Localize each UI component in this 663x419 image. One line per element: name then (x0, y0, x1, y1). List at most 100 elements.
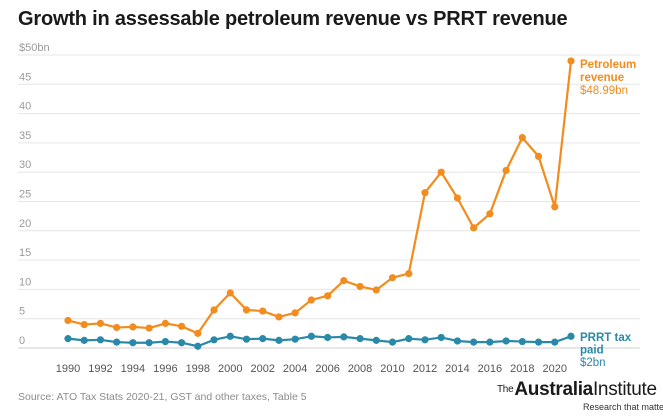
x-tick-label: 1990 (56, 363, 80, 375)
y-tick-label: 0 (19, 335, 25, 347)
data-point (259, 335, 267, 343)
series-value-label: $2bn (580, 357, 606, 369)
data-point (470, 224, 478, 232)
australia-institute-logo: TheAustraliaInstitute Research that matt… (497, 379, 663, 413)
data-point (356, 335, 364, 343)
data-point (259, 307, 267, 315)
data-point (242, 306, 251, 314)
data-point (567, 57, 575, 65)
data-point (129, 339, 137, 347)
data-point (437, 168, 445, 176)
y-tick-label: 25 (19, 189, 31, 201)
data-point (421, 336, 429, 344)
data-point (307, 296, 315, 304)
x-tick-label: 1998 (186, 363, 210, 375)
x-tick-label: 2000 (218, 363, 242, 375)
line-chart: $50bn 45 40 35 30 25 20 15 10 5 0 1990 1992 1994 1996… (18, 42, 640, 375)
data-point (372, 286, 380, 294)
logo-tagline: Research that matters. (583, 402, 663, 412)
x-tick-label: 1994 (121, 363, 145, 375)
y-tick-label: 15 (19, 247, 31, 259)
data-point (226, 289, 234, 297)
data-point (194, 342, 202, 350)
data-point (486, 210, 494, 218)
x-tick-label: 2018 (510, 363, 534, 375)
data-point (64, 335, 72, 343)
data-point (129, 323, 137, 331)
source-note: Source: ATO Tax Stats 2020-21, GST and o… (18, 391, 307, 403)
x-tick-label: 1992 (88, 363, 112, 375)
data-point (307, 332, 315, 340)
data-point (388, 274, 397, 282)
data-point (470, 338, 478, 346)
data-point (405, 335, 413, 343)
y-axis-ticks: $50bn 45 40 35 30 25 20 15 10 5 0 (19, 42, 50, 347)
data-point (242, 335, 251, 343)
gridlines (18, 54, 640, 349)
logo-the: The (497, 384, 514, 395)
data-point (177, 339, 186, 347)
logo-name-part1: Australia (514, 379, 593, 400)
data-point (340, 277, 348, 285)
series-name-label: Petroleum (580, 59, 636, 71)
y-tick-label: 20 (19, 218, 31, 230)
data-point (551, 203, 559, 211)
y-tick-label: 5 (19, 306, 25, 318)
data-point (405, 269, 413, 278)
x-tick-label: 2016 (478, 363, 502, 375)
y-tick-label: 30 (19, 159, 31, 171)
y-tick-label: $50bn (19, 42, 50, 54)
series-name-label: PRRT tax (580, 332, 632, 344)
data-point (226, 332, 234, 340)
data-point (80, 336, 88, 344)
data-point (453, 194, 462, 202)
x-tick-label: 2004 (283, 363, 307, 375)
y-tick-label: 35 (19, 130, 31, 142)
x-tick-label: 2002 (250, 363, 274, 375)
data-point (64, 316, 72, 325)
data-point (502, 337, 510, 345)
data-point (551, 338, 559, 346)
data-point (210, 306, 218, 314)
data-point (80, 320, 88, 329)
chart-title: Growth in assessable petroleum revenue v… (18, 8, 568, 30)
data-point (145, 324, 153, 332)
logo-name-part2: Institute (592, 379, 657, 400)
data-point (291, 335, 299, 343)
data-point (437, 333, 445, 342)
x-tick-label: 2012 (413, 363, 437, 375)
data-point (567, 332, 575, 340)
data-point (372, 336, 380, 344)
data-point (356, 282, 364, 291)
data-point (161, 319, 169, 327)
series (64, 57, 575, 350)
x-tick-label: 2014 (445, 363, 469, 375)
data-point (113, 323, 121, 332)
series-line-1 (66, 335, 573, 348)
data-point (453, 337, 462, 345)
data-point (534, 152, 543, 160)
data-point (388, 338, 397, 346)
data-point (275, 336, 283, 344)
data-point (518, 337, 526, 346)
data-point (96, 336, 105, 344)
data-point (534, 338, 543, 346)
data-point (177, 322, 186, 330)
data-point (502, 166, 510, 175)
data-point (145, 339, 153, 347)
data-point (486, 338, 494, 346)
series-line-0 (66, 59, 573, 335)
data-point (113, 338, 121, 346)
data-point (324, 333, 332, 342)
data-point (340, 333, 348, 341)
x-tick-label: 2008 (348, 363, 372, 375)
data-point (210, 336, 218, 344)
y-tick-label: 45 (19, 71, 31, 83)
x-tick-label: 2006 (315, 363, 339, 375)
data-point (194, 329, 202, 337)
data-point (421, 189, 429, 197)
series-value-label: $48.99bn (580, 85, 628, 97)
data-point (275, 313, 283, 321)
data-point (291, 309, 299, 317)
